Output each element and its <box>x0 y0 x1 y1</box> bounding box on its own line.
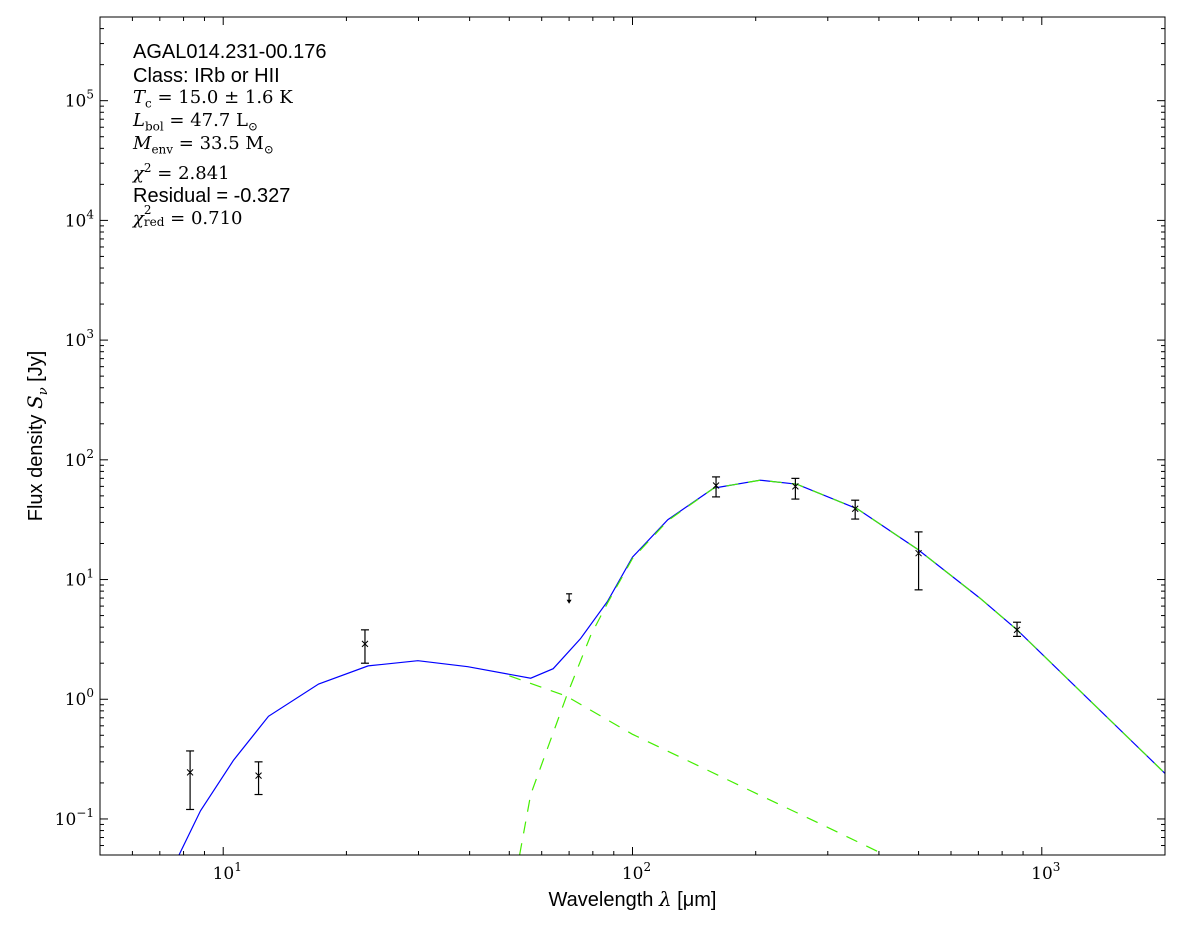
annotation-tc: Tc = 15.0 ± 1.6 K <box>133 89 293 110</box>
menv-sub: env <box>151 142 174 157</box>
x-axis-label: Wavelength λ [μm] <box>0 887 1200 912</box>
chi2-sup: 2 <box>143 161 152 175</box>
data-point-0 <box>186 750 195 811</box>
y-tick-label: 102 <box>65 447 94 471</box>
xlabel-text: Wavelength <box>548 889 659 911</box>
lbol-symbol: L <box>133 110 145 131</box>
x-marker <box>361 640 369 648</box>
lbol-sub: bol <box>144 119 164 134</box>
chi2-symbol: χ <box>133 163 144 184</box>
x-tick-label: 102 <box>622 860 651 884</box>
ylabel-text: Flux density <box>25 409 47 522</box>
upper-limit-0 <box>566 593 573 604</box>
x-marker <box>1013 626 1021 634</box>
tc-symbol: T <box>133 87 146 108</box>
x-marker <box>186 769 194 776</box>
data-point-5 <box>851 499 860 520</box>
xlabel-unit: [μm] <box>671 889 717 911</box>
model-total-line <box>178 479 1165 855</box>
annotation-source: AGAL014.231-00.176 <box>133 41 327 63</box>
x-tick-label: 101 <box>213 860 242 884</box>
x-marker <box>255 772 262 780</box>
tc-value: = 15.0 ± 1.6 K <box>151 87 293 108</box>
x-marker <box>712 482 720 489</box>
model-component-line-1 <box>509 675 886 855</box>
y-tick-label: 101 <box>65 567 94 591</box>
annotation-chi2red: χ 2 red = 0.710 <box>133 204 243 229</box>
lbol-value: = 47.7 L <box>163 110 248 131</box>
chi2red-value: = 0.710 <box>164 208 243 229</box>
annotation-residual: Residual = -0.327 <box>133 185 291 207</box>
x-marker <box>792 483 799 490</box>
ylabel-sub: ν <box>36 387 51 396</box>
data-point-4 <box>791 477 800 500</box>
chi2-value: = 2.841 <box>151 163 230 184</box>
annotation-chi2: χ2 = 2.841 <box>133 162 230 183</box>
annotation-menv: Menv = 33.5 M⊙ <box>133 135 274 156</box>
ylabel-symbol: S <box>23 395 47 410</box>
x-tick-label: 103 <box>1031 860 1060 884</box>
data-point-7 <box>1013 621 1022 637</box>
data-point-2 <box>360 629 369 664</box>
menv-symbol: M <box>133 133 152 154</box>
data-point-1 <box>254 761 263 796</box>
x-marker <box>915 549 922 557</box>
chi2red-sub: red <box>143 215 165 229</box>
lbol-sun: ⊙ <box>247 119 259 134</box>
down-arrow-icon <box>566 599 572 604</box>
menv-value: = 33.5 M <box>173 133 264 154</box>
data-point-3 <box>712 476 721 498</box>
x-marker <box>851 505 859 513</box>
ylabel-unit: [Jy] <box>25 350 47 388</box>
annotation-class: Class: IRb or HII <box>133 65 280 87</box>
tc-sub: c <box>145 96 152 111</box>
y-tick-label: 100 <box>65 686 94 710</box>
menv-sun: ⊙ <box>263 142 274 157</box>
y-tick-label: 103 <box>65 327 94 351</box>
xlabel-symbol: λ <box>658 887 672 911</box>
data-point-6 <box>914 531 923 591</box>
y-axis-label: Flux density Sν [Jy] <box>23 351 51 522</box>
chi2red-symbol: χ <box>133 208 144 229</box>
y-tick-label: 105 <box>65 88 94 112</box>
y-tick-label: 10−1 <box>55 806 94 830</box>
model-component-line-2 <box>519 479 1165 855</box>
y-tick-label: 104 <box>65 207 95 231</box>
annotation-lbol: Lbol = 47.7 L⊙ <box>133 112 258 133</box>
chi2red-sup: 2 <box>143 203 152 217</box>
